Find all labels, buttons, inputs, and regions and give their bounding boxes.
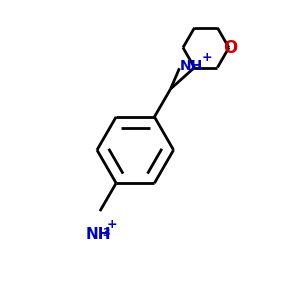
Text: NH: NH xyxy=(180,59,203,73)
Text: NH: NH xyxy=(86,227,111,242)
Text: +: + xyxy=(107,218,118,231)
Text: O: O xyxy=(223,39,238,57)
Text: +: + xyxy=(202,51,212,64)
Text: 3: 3 xyxy=(103,228,110,238)
